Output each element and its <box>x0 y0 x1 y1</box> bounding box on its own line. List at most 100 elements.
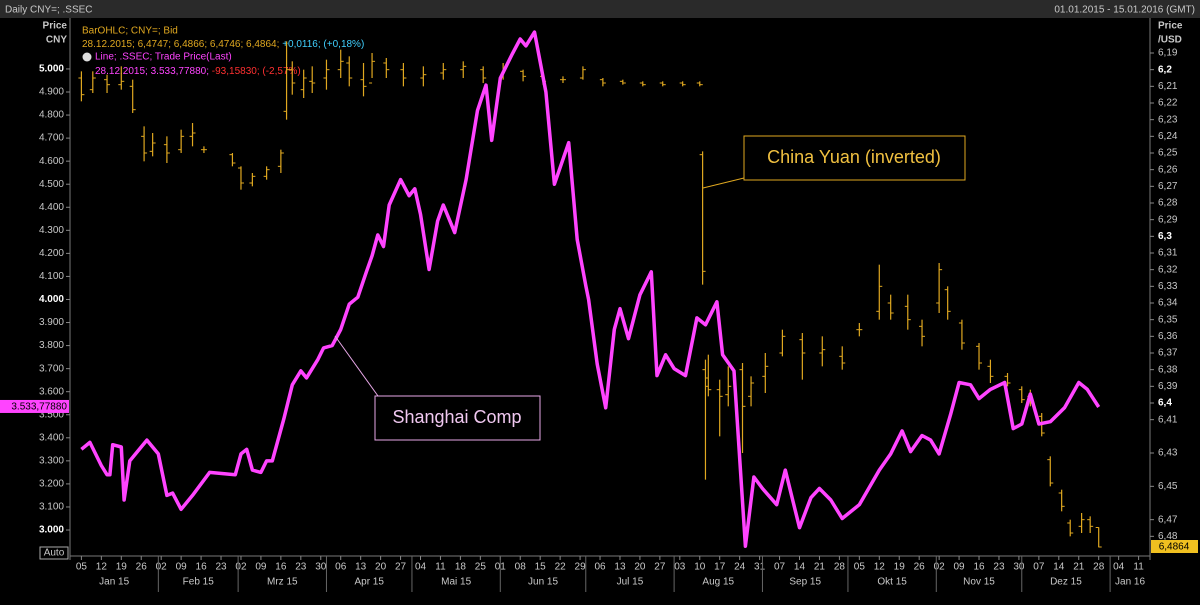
x-tick-label: 02 <box>235 562 247 573</box>
y2-tick-label: 6,37 <box>1158 348 1178 359</box>
x-tick-label: 23 <box>215 562 227 573</box>
auto-label: Auto <box>44 548 65 559</box>
month-label: Okt 15 <box>877 577 907 588</box>
y-tick-label: 3.700 <box>39 363 64 374</box>
month-label: Jan 16 <box>1115 577 1145 588</box>
x-tick-label: 31 <box>754 562 766 573</box>
y-axis-title: CNY <box>46 35 67 46</box>
x-tick-label: 04 <box>1113 562 1125 573</box>
x-tick-label: 03 <box>674 562 686 573</box>
last-value-label: 6,4864 <box>1159 542 1190 553</box>
y2-tick-label: 6,28 <box>1158 198 1178 209</box>
x-tick-label: 11 <box>435 562 446 573</box>
month-label: Sep 15 <box>789 577 821 588</box>
y2-tick-label: 6,43 <box>1158 448 1178 459</box>
legend-entry: BarOHLC; CNY=; Bid <box>82 26 178 37</box>
y2-tick-label: 6,24 <box>1158 131 1178 142</box>
x-tick-label: 30 <box>1013 562 1025 573</box>
date-range: 01.01.2015 - 15.01.2016 (GMT) <box>1054 5 1195 16</box>
x-tick-label: 02 <box>934 562 946 573</box>
y2-tick-label: 6,29 <box>1158 214 1178 225</box>
month-label: Aug 15 <box>702 577 734 588</box>
legend-values: 28.12.2015; 3.533,77880; <box>95 66 209 77</box>
legend-values: 28.12.2015; 6,4747; 6,4866; 6,4746; 6,48… <box>82 39 279 50</box>
y-tick-label: 4.900 <box>39 87 64 98</box>
x-tick-label: 06 <box>335 562 347 573</box>
x-tick-label: 09 <box>954 562 966 573</box>
annotation-box <box>374 395 541 441</box>
x-tick-label: 27 <box>654 562 666 573</box>
x-tick-label: 28 <box>834 562 846 573</box>
month-label: Jul 15 <box>617 577 644 588</box>
legend-detail: 28.12.2015; 6,4747; 6,4866; 6,4746; 6,48… <box>82 39 364 50</box>
legend-detail: 28.12.2015; 3.533,77880; -93,15830; (-2,… <box>95 66 301 77</box>
month-label: Dez 15 <box>1050 577 1082 588</box>
y2-tick-label: 6,38 <box>1158 364 1178 375</box>
x-tick-label: 21 <box>1073 562 1085 573</box>
x-tick-label: 07 <box>1033 562 1045 573</box>
x-tick-label: 17 <box>714 562 726 573</box>
y-tick-label: 4.400 <box>39 202 64 213</box>
x-tick-label: 02 <box>156 562 168 573</box>
annotation: China Yuan (inverted) <box>702 135 966 189</box>
y2-tick-label: 6,33 <box>1158 281 1178 292</box>
auto-button[interactable] <box>39 546 69 560</box>
x-tick-label: 05 <box>854 562 866 573</box>
legend: BarOHLC; CNY=; Bid 28.12.2015; 6,4747; 6… <box>82 26 364 77</box>
y-tick-label: 3.800 <box>39 340 64 351</box>
y2-tick-label: 6,19 <box>1158 48 1178 59</box>
y-tick-label: 4.600 <box>39 156 64 167</box>
y-axis-title: Price <box>43 21 68 32</box>
month-label: Mrz 15 <box>267 577 298 588</box>
y-tick-label: 3.900 <box>39 317 64 328</box>
x-tick-label: 19 <box>894 562 906 573</box>
line-series <box>80 30 1101 548</box>
chart-title: Daily CNY=; .SSEC <box>5 5 93 16</box>
x-tick-label: 28 <box>1093 562 1105 573</box>
y2-tick-label: 6,22 <box>1158 98 1178 109</box>
last-value-tag <box>0 399 69 413</box>
month-label: Feb 15 <box>183 577 215 588</box>
y2-tick-label: 6,35 <box>1158 314 1178 325</box>
plot-area: 3.000 3.100 3.200 3.300 3.400 3.500 3.600 3.700… <box>0 18 1198 592</box>
y2-tick-label: 6,3 <box>1158 231 1172 242</box>
y2-tick-label: 6,2 <box>1158 64 1172 75</box>
x-tick-label: 12 <box>874 562 886 573</box>
x-tick-label: 16 <box>275 562 287 573</box>
annotation-text: China Yuan (inverted) <box>767 147 941 167</box>
x-tick-label: 16 <box>973 562 985 573</box>
header-bar <box>0 0 1200 18</box>
x-tick-label: 26 <box>136 562 148 573</box>
x-tick-label: 09 <box>255 562 267 573</box>
x-tick-label: 13 <box>614 562 626 573</box>
y2-tick-label: 6,27 <box>1158 181 1178 192</box>
month-label: Nov 15 <box>963 577 995 588</box>
x-tick-label: 27 <box>395 562 407 573</box>
month-label: Jun 15 <box>528 577 558 588</box>
x-tick-label: 14 <box>1053 562 1065 573</box>
y2-tick-label: 6,47 <box>1158 514 1178 525</box>
y2-tick-label: 6,21 <box>1158 81 1178 92</box>
x-tick-label: 22 <box>555 562 567 573</box>
x-tick-label: 24 <box>734 562 746 573</box>
y2-tick-label: 6,32 <box>1158 264 1178 275</box>
last-value-tag <box>1151 540 1198 553</box>
x-tick-label: 15 <box>535 562 547 573</box>
y2-tick-label: 6,45 <box>1158 481 1178 492</box>
x-tick-label: 18 <box>455 562 467 573</box>
y-tick-label: 3.500 <box>39 409 64 420</box>
y-tick-label: 4.100 <box>39 271 64 282</box>
y-tick-label: 3.600 <box>39 386 64 397</box>
annotation-leader <box>334 335 379 397</box>
y-tick-label: 4.800 <box>39 110 64 121</box>
legend-change: -93,15830; (-2,57%) <box>212 66 301 77</box>
y2-tick-label: 6,4 <box>1158 398 1172 409</box>
x-tick-label: 20 <box>634 562 646 573</box>
x-tick-label: 11 <box>1133 562 1144 573</box>
y2-tick-label: 6,25 <box>1158 148 1178 159</box>
y-tick-label: 3.200 <box>39 479 64 490</box>
y2-tick-label: 6,48 <box>1158 531 1178 542</box>
month-label: Apr 15 <box>354 577 384 588</box>
